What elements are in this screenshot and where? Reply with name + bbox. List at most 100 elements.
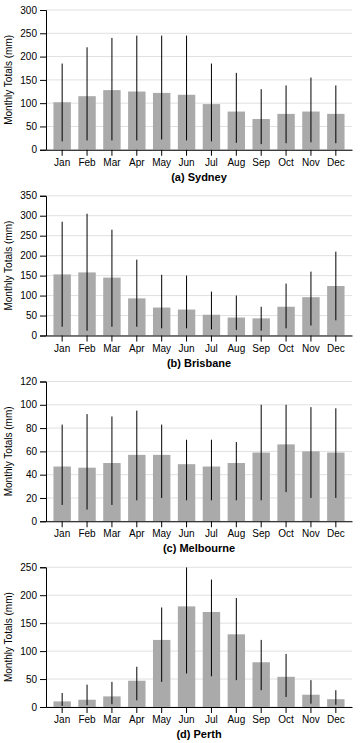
tick-label: 0 (31, 702, 37, 713)
tick-mark (136, 150, 137, 156)
tick-label: Dec (327, 528, 345, 539)
tick-label: 200 (20, 590, 37, 601)
error-bar (211, 292, 212, 330)
tick-mark (40, 521, 46, 522)
error-bar (286, 654, 287, 697)
y-tick: 50 (26, 674, 46, 685)
x-tick: Mar (103, 150, 121, 168)
error-bar (136, 36, 137, 141)
tick-label: Feb (78, 157, 96, 168)
y-axis-title: Monthly Totals (mm) (3, 406, 14, 496)
tick-mark (286, 150, 287, 156)
tick-mark (40, 679, 46, 680)
error-bar (161, 36, 162, 140)
tick-mark (211, 521, 212, 527)
grid-line (46, 567, 352, 568)
grid (46, 10, 352, 150)
y-tick: 120 (20, 376, 46, 387)
x-tick: Jul (205, 707, 218, 725)
x-tick: May (152, 707, 171, 725)
tick-mark (310, 150, 311, 156)
x-tick: Aug (227, 336, 245, 354)
error-bar (161, 607, 162, 681)
x-axis-title: (a) Sydney (171, 171, 228, 183)
tick-mark (286, 336, 287, 342)
tick-mark (40, 57, 46, 58)
tick-mark (40, 150, 46, 151)
y-tick: 50 (26, 310, 46, 321)
x-tick: Jun (178, 336, 194, 354)
tick-label: 100 (20, 399, 37, 410)
y-tick: 250 (20, 230, 46, 241)
tick-label: Oct (278, 528, 294, 539)
tick-label: 20 (26, 493, 38, 504)
tick-label: 0 (31, 516, 37, 527)
x-tick: May (152, 521, 171, 539)
grid (46, 567, 352, 707)
tick-mark (236, 150, 237, 156)
tick-mark (310, 521, 311, 527)
tick-mark (62, 150, 63, 156)
tick-mark (335, 521, 336, 527)
error-bar (310, 407, 311, 498)
tick-label: 150 (20, 270, 37, 281)
tick-label: 150 (20, 75, 37, 86)
y-tick: 80 (26, 423, 46, 434)
tick-label: Sep (252, 157, 270, 168)
x-tick: Feb (78, 521, 96, 539)
x-tick: Feb (78, 150, 96, 168)
x-tick: Jan (54, 150, 70, 168)
axis-domain (40, 196, 47, 336)
tick-label: Jun (178, 343, 194, 354)
tick-label: Dec (327, 343, 345, 354)
y-tick: 40 (26, 469, 46, 480)
tick-mark (236, 707, 237, 713)
tick-mark (40, 80, 46, 81)
error-bar (136, 411, 137, 501)
x-axis: JanFebMarAprMayJunJulAugSepOctNovDec (47, 707, 353, 725)
y-tick: 100 (20, 399, 46, 410)
tick-label: 200 (20, 250, 37, 261)
tick-label: Jul (205, 528, 218, 539)
error-bar (335, 252, 336, 321)
tick-label: Jan (54, 343, 70, 354)
x-axis: JanFebMarAprMayJunJulAugSepOctNovDec (47, 150, 353, 168)
tick-mark (87, 521, 88, 527)
tick-mark (62, 336, 63, 342)
y-tick: 150 (20, 75, 46, 86)
tick-label: Nov (302, 528, 320, 539)
y-axis-title: Monthly Totals (mm) (3, 35, 14, 125)
tick-mark (236, 521, 237, 527)
x-tick: Jan (54, 521, 70, 539)
tick-mark (335, 150, 336, 156)
tick-mark (286, 521, 287, 527)
tick-mark (236, 336, 237, 342)
tick-label: Apr (129, 714, 145, 725)
tick-label: Dec (327, 157, 345, 168)
tick-mark (40, 256, 46, 257)
grid-line (46, 428, 352, 429)
error-bar (261, 307, 262, 331)
tick-label: 200 (20, 51, 37, 62)
tick-mark (111, 521, 112, 527)
tick-label: 100 (20, 290, 37, 301)
tick-mark (40, 595, 46, 596)
x-tick: Aug (227, 521, 245, 539)
tick-label: 150 (20, 618, 37, 629)
grid-line (46, 595, 352, 596)
marks (53, 405, 344, 521)
marks (53, 214, 344, 336)
tick-mark (40, 236, 46, 237)
tick-label: Mar (103, 714, 121, 725)
error-bar (111, 38, 112, 140)
tick-label: Oct (278, 714, 294, 725)
tick-label: Jul (205, 343, 218, 354)
error-bar (62, 222, 63, 327)
error-bar (111, 230, 112, 327)
tick-mark (136, 707, 137, 713)
y-axis: 050100150200250300350 (20, 190, 46, 341)
tick-label: 250 (20, 28, 37, 39)
x-tick: Jun (178, 150, 194, 168)
tick-label: Apr (129, 157, 145, 168)
x-tick: May (152, 150, 171, 168)
